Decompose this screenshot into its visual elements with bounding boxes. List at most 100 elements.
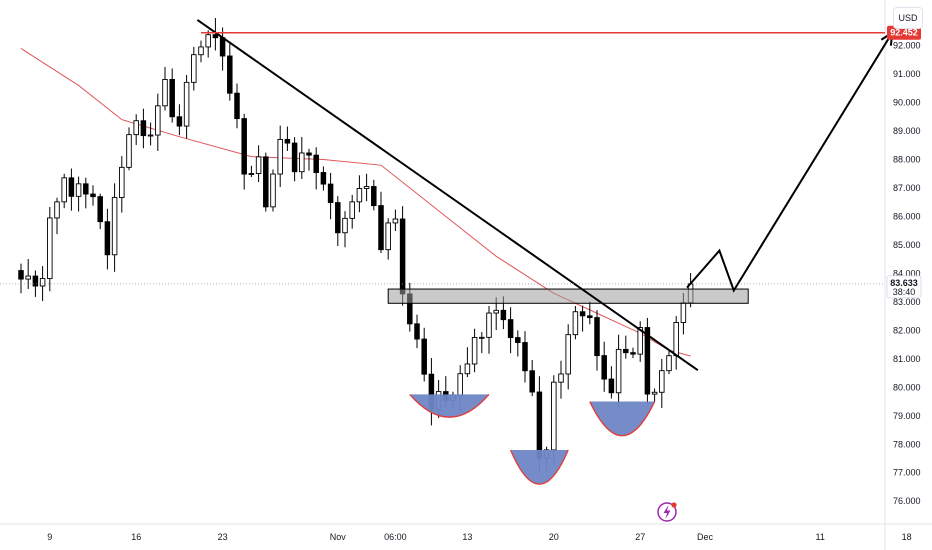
candle-body [414, 323, 420, 340]
candle-body [227, 55, 233, 94]
price-tick-label: 89.000 [893, 126, 921, 136]
candle-body [241, 118, 247, 175]
candle-body [579, 311, 586, 317]
time-tick-label: 9 [47, 532, 52, 542]
candle-body [673, 322, 679, 357]
candle-body [320, 172, 327, 185]
candle-body [399, 218, 406, 295]
candle-body [169, 79, 175, 118]
cup-pattern-shapes [409, 393, 656, 485]
candle-body [335, 202, 341, 234]
candle-body [565, 334, 571, 375]
candle-body [558, 373, 564, 383]
price-axis[interactable]: 76.000 77.000 78.000 79.000 80.000 81.000 82.0… [893, 12, 921, 506]
candle-body [126, 134, 132, 168]
candle-body [18, 270, 24, 280]
candle-body [270, 173, 276, 208]
candle-body [83, 183, 89, 195]
candle-body [464, 363, 471, 375]
support-resistance-zone[interactable] [387, 288, 749, 304]
time-tick-label: 06:00 [384, 532, 407, 542]
candle-body [587, 315, 593, 319]
candle-body [306, 152, 312, 156]
candle-body [255, 156, 262, 175]
price-tick-label: 84.000 [893, 268, 921, 278]
candle-body [284, 138, 291, 144]
price-tick-label: 86.000 [893, 211, 921, 221]
time-tick-label: 27 [635, 532, 645, 542]
candle-body [176, 116, 183, 127]
candle-body [572, 311, 579, 336]
drawn-lines[interactable] [0, 19, 894, 372]
candle-body [291, 142, 298, 173]
cup-outline [589, 401, 656, 437]
zone-rect [387, 288, 749, 304]
candle-body [162, 79, 168, 107]
currency-button[interactable]: USD [893, 7, 923, 29]
price-tick-label: 92.000 [893, 41, 921, 51]
candle-body [104, 221, 111, 256]
candle-body [219, 37, 226, 57]
candle-body [601, 355, 607, 380]
resistance-price-label: 92.452 [890, 28, 918, 38]
price-tick-label: 82.000 [893, 325, 921, 335]
candle-body [47, 217, 53, 279]
countdown-label: 38:40 [893, 287, 916, 297]
candle-body [147, 134, 154, 137]
candle-body [637, 327, 643, 355]
candle-body [363, 186, 370, 189]
cup-outline [510, 449, 569, 485]
candle-body [212, 34, 219, 39]
time-tick-label: 23 [218, 532, 228, 542]
candle-body [299, 152, 305, 173]
candle-body [198, 46, 204, 56]
time-axis[interactable]: 9 16 23 Nov 06:00 13 20 27 Dec 11 18 [47, 532, 911, 542]
time-tick-label: 13 [462, 532, 472, 542]
candle-body [471, 337, 478, 365]
candle-body [205, 34, 211, 48]
candle-body [651, 391, 658, 395]
candle-body [551, 381, 557, 451]
candle-body [479, 336, 485, 339]
candle-body [529, 370, 535, 393]
candle-body [457, 373, 463, 396]
candle-body [349, 201, 355, 219]
candle-body [140, 120, 147, 137]
resistance-price-badge [887, 25, 921, 40]
current-price-badge [886, 275, 922, 299]
candle-body [263, 156, 269, 208]
price-tick-label: 77.000 [893, 468, 921, 478]
price-tick-label: 80.000 [893, 382, 921, 392]
price-tick-label: 78.000 [893, 439, 921, 449]
candle-body [507, 319, 514, 339]
candle-body [522, 342, 528, 372]
candle-body [277, 138, 283, 175]
price-tick-label: 85.000 [893, 240, 921, 250]
candle-body [594, 317, 600, 357]
candle-body [32, 275, 39, 287]
tradingview-lightning-icon[interactable] [657, 502, 677, 522]
trendline [196, 19, 699, 372]
candle-body [486, 312, 492, 338]
candle-body [90, 193, 96, 198]
candle-body [500, 309, 507, 321]
candle-body [623, 348, 629, 354]
candle-body [25, 275, 31, 280]
candle-body [630, 352, 636, 355]
candle-body [234, 92, 240, 120]
candle-body [61, 177, 67, 203]
candle-body [615, 348, 622, 394]
candle-body [515, 337, 521, 343]
candle-body [371, 186, 377, 207]
candle-body [155, 105, 161, 136]
candle-body [493, 309, 499, 314]
price-tick-label: 88.000 [893, 154, 921, 164]
projection-path [686, 32, 894, 293]
time-tick-label: 16 [131, 532, 141, 542]
candle-body [608, 378, 615, 394]
candle-body [385, 222, 391, 251]
candle-body [342, 217, 348, 234]
time-tick-label: 11 [816, 532, 825, 542]
